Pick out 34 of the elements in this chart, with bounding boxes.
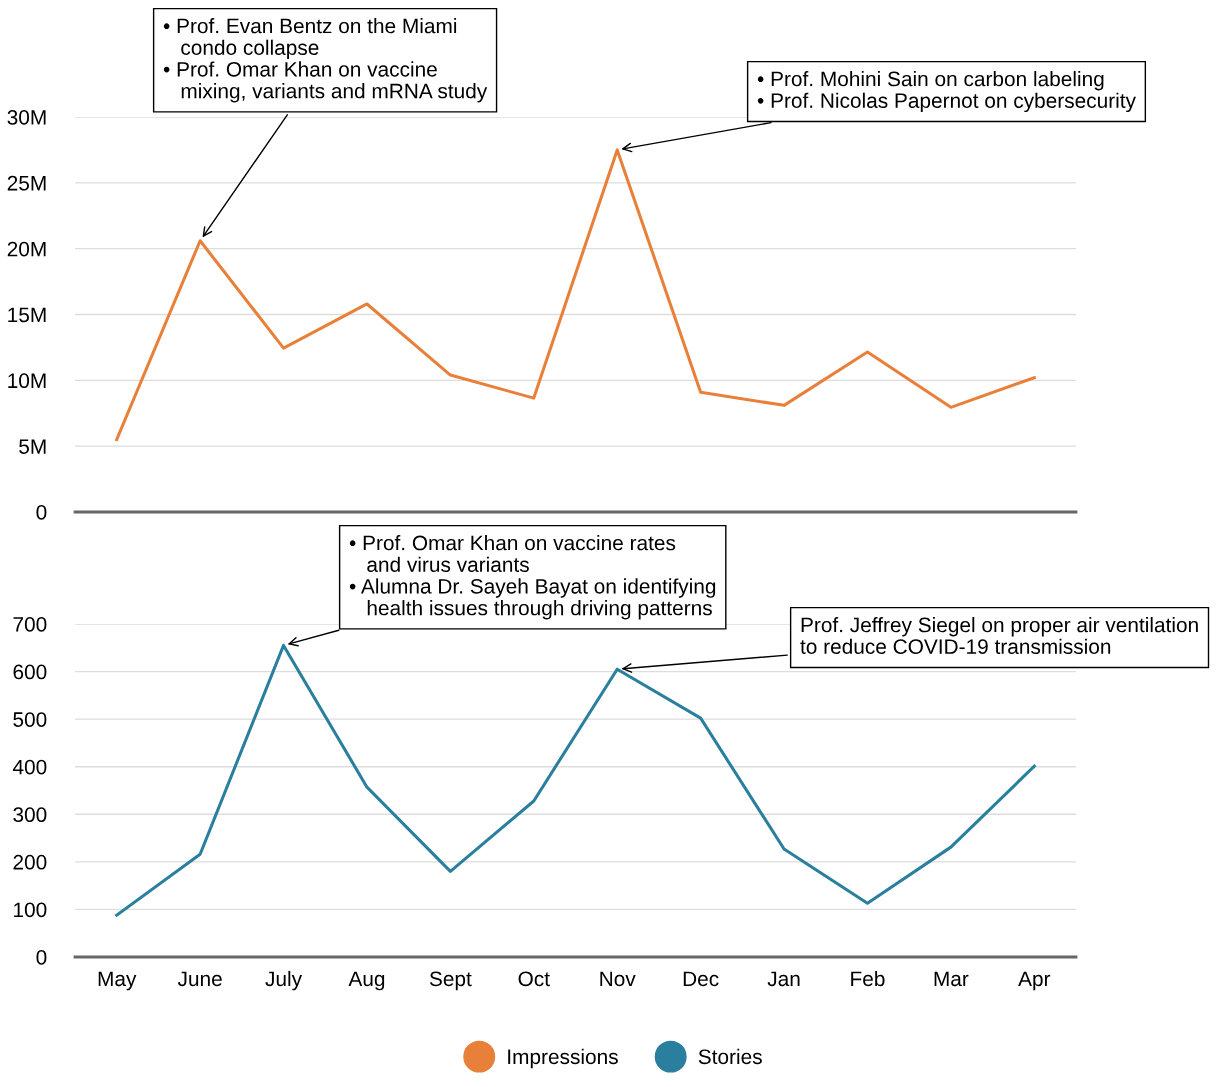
annotation: Prof. Jeffrey Siegel on proper air ventilation to reduce COVID-19 transmission [800, 617, 1198, 654]
y-tick-label: 200 [13, 854, 47, 870]
y-tick-label: 15M [8, 307, 46, 323]
x-tick-label: Mar [934, 971, 969, 987]
y-tick-label: 0 [36, 505, 47, 520]
y-tick-label: 100 [14, 902, 47, 918]
x-tick-label: Oct [518, 971, 550, 987]
x-tick-label: June [177, 971, 222, 987]
y-tick-label: 5M [19, 439, 46, 454]
legend-label: Impressions [508, 1048, 618, 1069]
y-tick-label: 10M [8, 373, 46, 389]
line-series [115, 148, 1036, 442]
annotation: • Prof. Mohini Sain on carbon labeling • Prof. Nicolas Papernot on cybersecurity [757, 71, 1136, 113]
x-tick-label: Apr [1018, 971, 1051, 991]
y-tick-label: 25M [7, 175, 46, 191]
y-tick-label: 500 [13, 712, 47, 727]
x-tick-label: Aug [348, 971, 385, 991]
annotation: • Prof. Omar Khan on vaccine rates and virus variants • Alumna Dr. Sayeh Bayat on identifying health issues through driving patterns [349, 535, 716, 620]
y-tick-label: 400 [12, 759, 47, 775]
y-tick-label: 700 [13, 617, 47, 632]
y-tick-label: 20M [7, 241, 46, 257]
y-tick-label: 300 [13, 807, 47, 823]
x-tick-label: May [98, 971, 137, 991]
x-tick-label: Nov [600, 971, 636, 987]
legend-label: Stories [698, 1048, 762, 1065]
y-tick-label: 0 [36, 950, 47, 965]
annotation: • Prof. Evan Bentz on the Miami condo collapse • Prof. Omar Khan on vaccine mixing, variants and mRNA study [163, 18, 488, 103]
x-tick-label: July [265, 970, 303, 991]
x-tick-label: Feb [851, 970, 885, 987]
y-tick-label: 600 [13, 664, 47, 680]
x-tick-label: Jan [767, 971, 800, 987]
y-tick-label: 30M [7, 110, 46, 125]
x-tick-label: Sept [429, 971, 472, 991]
x-tick-label: Dec [683, 971, 719, 987]
